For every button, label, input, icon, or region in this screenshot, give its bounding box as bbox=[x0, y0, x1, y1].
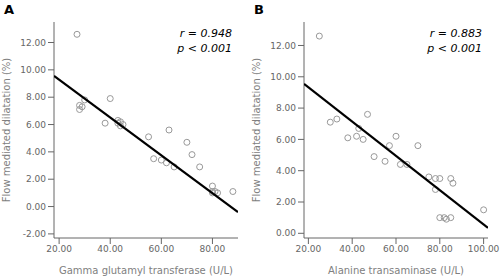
svg-text:80.00: 80.00 bbox=[200, 244, 226, 254]
svg-text:4.00: 4.00 bbox=[276, 166, 296, 176]
svg-text:60.00: 60.00 bbox=[383, 244, 409, 254]
svg-text:40.00: 40.00 bbox=[97, 244, 123, 254]
svg-text:20.00: 20.00 bbox=[46, 244, 72, 254]
html-text:p < 0.001: p < 0.001 bbox=[177, 42, 232, 55]
svg-text:10.00: 10.00 bbox=[270, 72, 296, 82]
svg-text:100.00: 100.00 bbox=[468, 244, 492, 254]
svg-text:Gamma glutamyl transferase (U/: Gamma glutamyl transferase (U/L) bbox=[59, 265, 233, 276]
html-text:p < 0.001: p < 0.001 bbox=[427, 42, 482, 55]
svg-text:10.00: 10.00 bbox=[20, 65, 46, 75]
svg-text:80.00: 80.00 bbox=[427, 244, 453, 254]
html-text:B: B bbox=[254, 2, 264, 17]
svg-text:12.00: 12.00 bbox=[270, 41, 296, 51]
svg-text:4.00: 4.00 bbox=[26, 147, 46, 157]
svg-text:60.00: 60.00 bbox=[148, 244, 174, 254]
html-text:r = 0.883: r = 0.883 bbox=[429, 27, 482, 40]
svg-text:6.00: 6.00 bbox=[26, 120, 46, 130]
svg-text:6.00: 6.00 bbox=[276, 135, 296, 145]
svg-text:0.00: 0.00 bbox=[26, 202, 46, 212]
svg-text:Flow mediated dilatation (%): Flow mediated dilatation (%) bbox=[251, 58, 262, 203]
svg-text:0.00: 0.00 bbox=[276, 228, 296, 238]
html-text:A: A bbox=[4, 2, 15, 17]
svg-text:Flow mediated dilatation (%): Flow mediated dilatation (%) bbox=[8, 58, 12, 203]
svg-text:Alanine transaminase (U/L): Alanine transaminase (U/L) bbox=[328, 265, 464, 276]
svg-text:40.00: 40.00 bbox=[339, 244, 365, 254]
svg-text:8.00: 8.00 bbox=[26, 92, 46, 102]
html-text:r = 0.948: r = 0.948 bbox=[179, 27, 232, 40]
svg-text:12.00: 12.00 bbox=[20, 38, 46, 48]
svg-text:-2.00: -2.00 bbox=[23, 229, 47, 239]
svg-text:20.00: 20.00 bbox=[295, 244, 321, 254]
svg-text:2.00: 2.00 bbox=[26, 174, 46, 184]
svg-text:2.00: 2.00 bbox=[276, 197, 296, 207]
svg-text:8.00: 8.00 bbox=[276, 103, 296, 113]
